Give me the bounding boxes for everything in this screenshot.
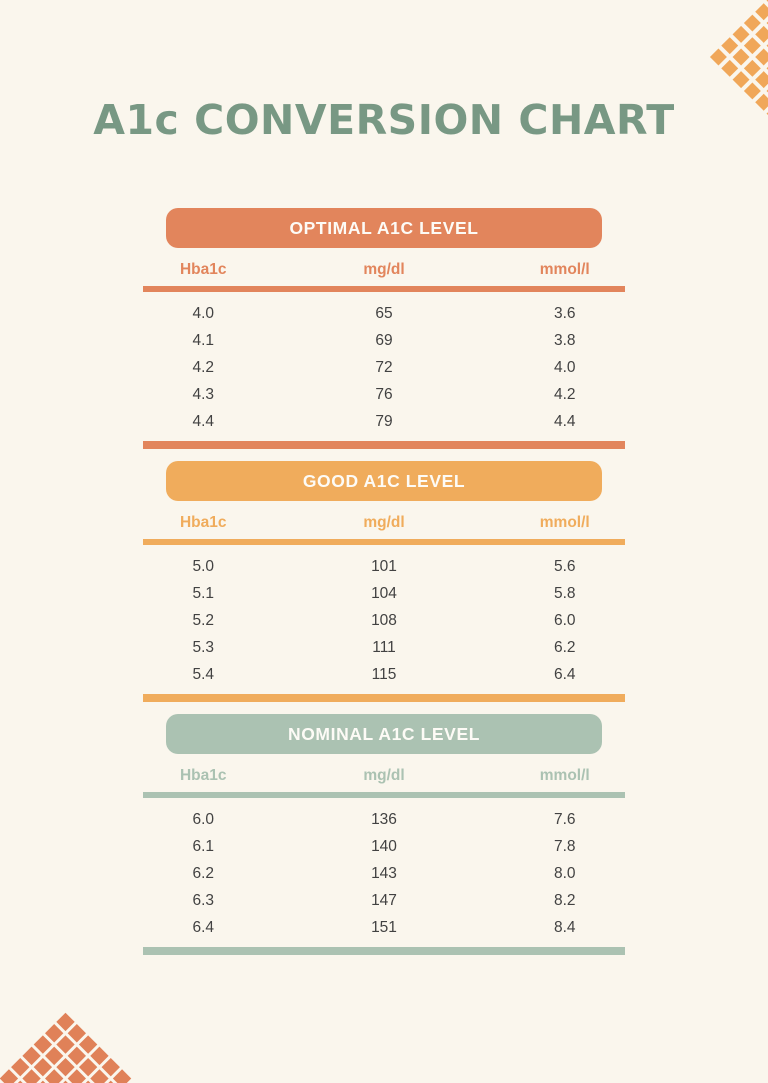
header-divider	[143, 286, 625, 292]
mmoll-value: 6.0	[553, 612, 576, 629]
mgdl-value: 76	[375, 386, 393, 403]
mgdl-value: 140	[371, 838, 397, 855]
mgdl-value: 72	[375, 359, 393, 376]
hba1c-value: 5.0	[192, 558, 215, 575]
table-row: 6.4 151 8.4	[143, 914, 625, 941]
hba1c-value: 4.4	[192, 413, 215, 430]
mgdl-value: 69	[375, 332, 393, 349]
page-title: A1c CONVERSION CHART	[93, 96, 675, 144]
mmoll-value: 8.4	[553, 919, 576, 936]
diamond-shape	[755, 71, 768, 89]
table-row: 4.3 76 4.2	[143, 381, 625, 408]
mgdl-value: 115	[371, 666, 397, 683]
mgdl-value: 101	[371, 558, 397, 575]
hba1c-value: 5.1	[192, 585, 215, 602]
section-header-nominal: NOMINAL A1C LEVEL	[166, 714, 602, 754]
mmoll-value: 5.8	[553, 585, 576, 602]
column-header-mgdl: mg/dl	[363, 261, 405, 278]
section-nominal-a1c: NOMINAL A1C LEVEL Hba1c mg/dl mmol/l 6.0…	[0, 714, 768, 955]
diamond-pattern-bottom-left	[0, 1012, 132, 1083]
hba1c-value: 5.2	[192, 612, 215, 629]
section-header-label: NOMINAL A1C LEVEL	[287, 723, 481, 744]
column-header-hba1c: Hba1c	[179, 767, 227, 784]
hba1c-value: 6.0	[192, 811, 215, 828]
mgdl-value: 108	[371, 612, 397, 629]
mmoll-value: 7.6	[553, 811, 576, 828]
mgdl-value: 136	[371, 811, 397, 828]
column-header-mmoll: mmol/l	[539, 767, 590, 784]
mgdl-value: 143	[371, 865, 397, 882]
hba1c-value: 4.1	[192, 332, 215, 349]
section-header-good: GOOD A1C LEVEL	[166, 461, 602, 501]
table-row: 6.3 147 8.2	[143, 887, 625, 914]
column-header-mgdl: mg/dl	[363, 767, 405, 784]
hba1c-value: 5.3	[192, 639, 215, 656]
mmoll-value: 4.4	[553, 413, 576, 430]
section-optimal-a1c: OPTIMAL A1C LEVEL Hba1c mg/dl mmol/l 4.0…	[0, 208, 768, 449]
table-body: 5.0 101 5.6 5.1 104 5.8 5.2 108 6.0 5.3 …	[0, 545, 768, 688]
table-row: 4.1 69 3.8	[143, 327, 625, 354]
table-row: 5.3 111 6.2	[143, 634, 625, 661]
column-header-row: Hba1c mg/dl mmol/l	[143, 260, 625, 280]
hba1c-value: 6.2	[192, 865, 215, 882]
column-header-hba1c: Hba1c	[179, 514, 227, 531]
mmoll-value: 6.2	[553, 639, 576, 656]
mgdl-value: 65	[375, 305, 393, 322]
table-row: 4.2 72 4.0	[143, 354, 625, 381]
mgdl-value: 151	[371, 919, 397, 936]
table-body: 4.0 65 3.6 4.1 69 3.8 4.2 72 4.0 4.3 76 …	[0, 292, 768, 435]
column-header-mmoll: mmol/l	[539, 261, 590, 278]
section-good-a1c: GOOD A1C LEVEL Hba1c mg/dl mmol/l 5.0 10…	[0, 461, 768, 702]
hba1c-value: 6.3	[192, 892, 215, 909]
section-header-optimal: OPTIMAL A1C LEVEL	[166, 208, 602, 248]
table-row: 6.0 136 7.6	[143, 806, 625, 833]
hba1c-value: 4.2	[192, 359, 215, 376]
column-header-row: Hba1c mg/dl mmol/l	[143, 513, 625, 533]
column-header-mgdl: mg/dl	[363, 514, 405, 531]
column-header-mmoll: mmol/l	[539, 514, 590, 531]
column-header-row: Hba1c mg/dl mmol/l	[143, 766, 625, 786]
mgdl-value: 104	[371, 585, 397, 602]
table-row: 5.0 101 5.6	[143, 553, 625, 580]
mmoll-value: 8.2	[553, 892, 576, 909]
section-end-divider	[143, 947, 625, 955]
diamond-shape	[755, 25, 768, 43]
diamond-shape	[743, 37, 761, 55]
mgdl-value: 79	[375, 413, 393, 430]
table-row: 6.2 143 8.0	[143, 860, 625, 887]
mmoll-value: 7.8	[553, 838, 576, 855]
table-row: 4.0 65 3.6	[143, 300, 625, 327]
table-row: 4.4 79 4.4	[143, 408, 625, 435]
section-header-label: GOOD A1C LEVEL	[302, 470, 466, 491]
table-row: 5.4 115 6.4	[143, 661, 625, 688]
hba1c-value: 5.4	[192, 666, 215, 683]
column-header-hba1c: Hba1c	[179, 261, 227, 278]
table-row: 5.1 104 5.8	[143, 580, 625, 607]
mmoll-value: 8.0	[553, 865, 576, 882]
hba1c-value: 4.0	[192, 305, 215, 322]
hba1c-value: 6.1	[192, 838, 215, 855]
header-divider	[143, 792, 625, 798]
mmoll-value: 4.2	[553, 386, 576, 403]
mmoll-value: 4.0	[553, 359, 576, 376]
section-header-label: OPTIMAL A1C LEVEL	[289, 217, 479, 238]
diamond-shape	[732, 48, 750, 66]
mmoll-value: 3.8	[553, 332, 576, 349]
section-end-divider	[143, 441, 625, 449]
mmoll-value: 3.6	[553, 305, 576, 322]
diamond-shape	[743, 59, 761, 77]
mgdl-value: 111	[372, 639, 396, 656]
section-end-divider	[143, 694, 625, 702]
diamond-shape	[755, 48, 768, 66]
header-divider	[143, 539, 625, 545]
mmoll-value: 6.4	[553, 666, 576, 683]
hba1c-value: 4.3	[192, 386, 215, 403]
table-row: 5.2 108 6.0	[143, 607, 625, 634]
hba1c-value: 6.4	[192, 919, 215, 936]
table-body: 6.0 136 7.6 6.1 140 7.8 6.2 143 8.0 6.3 …	[0, 798, 768, 941]
table-row: 6.1 140 7.8	[143, 833, 625, 860]
mmoll-value: 5.6	[553, 558, 576, 575]
mgdl-value: 147	[371, 892, 397, 909]
